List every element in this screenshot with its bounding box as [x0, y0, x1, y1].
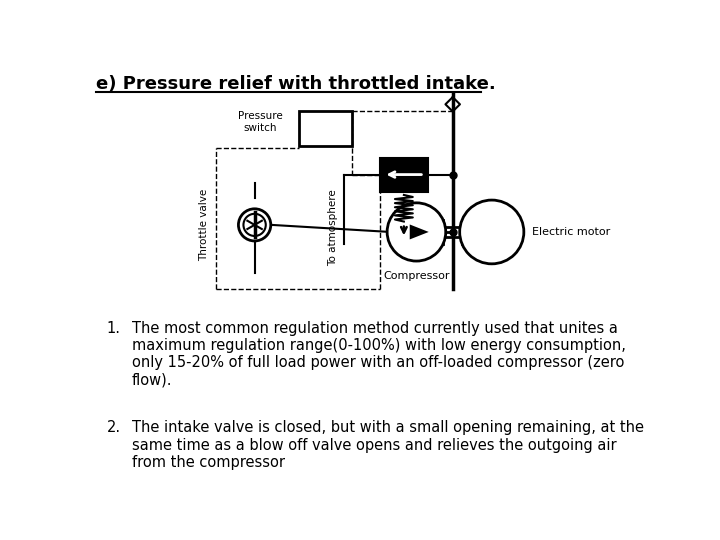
- Text: To atmosphere: To atmosphere: [328, 190, 338, 266]
- Bar: [380, 158, 428, 192]
- Ellipse shape: [387, 203, 446, 261]
- Text: 2.: 2.: [107, 420, 121, 435]
- Polygon shape: [410, 225, 428, 239]
- Text: e) Pressure relief with throttled intake.: e) Pressure relief with throttled intake…: [96, 75, 495, 93]
- Ellipse shape: [459, 200, 524, 264]
- Text: Pressure
switch: Pressure switch: [238, 111, 282, 133]
- Ellipse shape: [243, 214, 266, 236]
- Text: The intake valve is closed, but with a small opening remaining, at the
same time: The intake valve is closed, but with a s…: [132, 420, 644, 470]
- Ellipse shape: [238, 209, 271, 241]
- Text: Throttle valve: Throttle valve: [199, 189, 210, 261]
- Text: The most common regulation method currently used that unites a
maximum regulatio: The most common regulation method curren…: [132, 321, 626, 388]
- Text: 1.: 1.: [107, 321, 121, 335]
- Polygon shape: [243, 209, 267, 218]
- Bar: [300, 111, 352, 146]
- Text: Electric motor: Electric motor: [532, 227, 611, 237]
- Text: Compressor: Compressor: [383, 272, 450, 281]
